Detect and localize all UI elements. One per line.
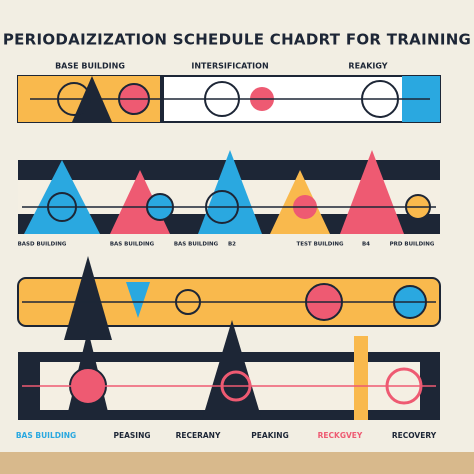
row-label: B4: [362, 242, 370, 248]
footer-label: RECOVERY: [392, 431, 437, 440]
footer-label: PEAKING: [251, 431, 288, 440]
footer-label: RECERANY: [176, 431, 221, 440]
row-label: PRD BUILDING: [390, 242, 435, 248]
row-label: BASD BUILDING: [18, 242, 67, 248]
footer-label: RECKGVEY: [318, 431, 363, 440]
triangle: [64, 256, 112, 340]
table-edge: [0, 452, 474, 474]
triangle: [24, 160, 100, 234]
row-label: BAS BUILDING: [110, 242, 155, 248]
row-label: B2: [228, 242, 236, 248]
bar-shape: [354, 336, 368, 420]
phase-label: BASE BUILDING: [55, 62, 125, 71]
footer-label: BAS BUILDING: [16, 431, 76, 440]
row-label: TEST BUILDING: [296, 242, 344, 248]
triangle: [126, 282, 150, 318]
title: PERIODAIZIZATION SCHEDULE CHADRT FOR TRA…: [3, 31, 471, 49]
phase-label: REAKIGY: [348, 62, 387, 71]
footer-label: PEASING: [113, 431, 150, 440]
phase-label: INTERSIFICATION: [191, 62, 268, 71]
row-label: BAS BUILDING: [174, 242, 219, 248]
triangle: [340, 150, 404, 234]
